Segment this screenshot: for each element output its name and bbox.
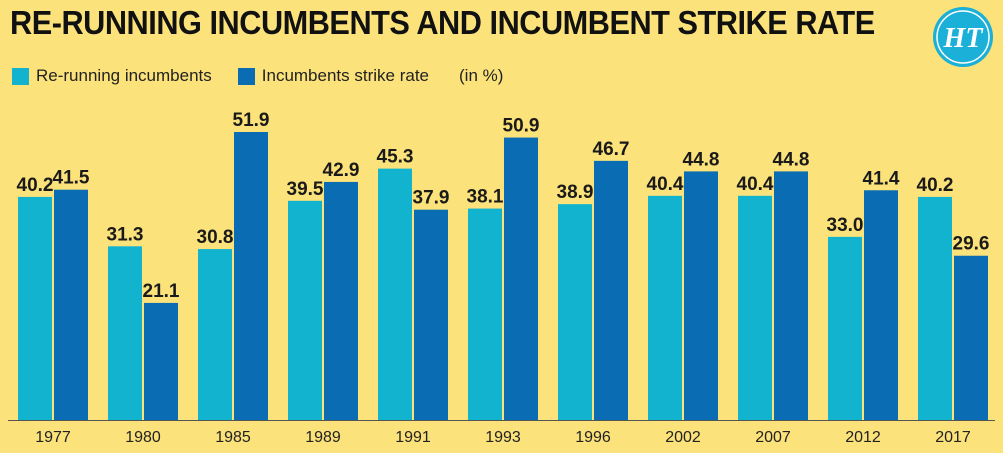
x-tick-label-1993: 1993 [485, 429, 521, 446]
data-label-strike-rate-1996: 46.7 [593, 139, 630, 160]
bar-strike-rate-1993 [504, 137, 538, 420]
bar-rerunning-1989 [288, 200, 322, 420]
logo-text: HT [943, 23, 985, 54]
bar-rerunning-1977 [18, 196, 52, 420]
data-label-strike-rate-1985: 51.9 [233, 110, 270, 131]
data-label-strike-rate-2017: 29.6 [953, 234, 990, 255]
x-tick-label-1977: 1977 [35, 429, 71, 446]
data-label-strike-rate-1980: 21.1 [143, 281, 180, 302]
bar-rerunning-1993 [468, 208, 502, 420]
chart-title: RE-RUNNING INCUMBENTS AND INCUMBENT STRI… [10, 4, 875, 41]
bar-rerunning-1991 [378, 168, 412, 420]
data-label-rerunning-2002: 40.4 [647, 174, 684, 195]
legend-swatch-strike-rate [237, 67, 255, 85]
bar-strike-rate-1977 [54, 189, 88, 420]
bar-strike-rate-1980 [144, 302, 178, 420]
bar-strike-rate-2017 [954, 255, 988, 420]
x-tick-label-2012: 2012 [845, 429, 881, 446]
bar-rerunning-1985 [198, 249, 232, 420]
x-tick-label-2002: 2002 [665, 429, 701, 446]
bar-rerunning-2012 [828, 236, 862, 420]
bar-strike-rate-2002 [684, 171, 718, 420]
data-label-strike-rate-1989: 42.9 [323, 160, 360, 181]
data-label-rerunning-2017: 40.2 [917, 175, 954, 196]
data-label-rerunning-1996: 38.9 [557, 182, 594, 203]
bar-rerunning-1996 [558, 204, 592, 420]
data-label-strike-rate-2007: 44.8 [773, 149, 810, 170]
data-label-strike-rate-2002: 44.8 [683, 149, 720, 170]
x-tick-label-1996: 1996 [575, 429, 611, 446]
data-label-strike-rate-2012: 41.4 [863, 168, 900, 189]
x-tick-label-1985: 1985 [215, 429, 251, 446]
bar-strike-rate-1991 [414, 209, 448, 420]
x-tick-label-1980: 1980 [125, 429, 161, 446]
data-label-rerunning-1985: 30.8 [197, 227, 234, 248]
x-tick-label-2017: 2017 [935, 429, 971, 446]
data-label-rerunning-1989: 39.5 [287, 179, 324, 200]
data-label-strike-rate-1993: 50.9 [503, 116, 540, 137]
legend-label-strike-rate: Incumbents strike rate [261, 66, 430, 85]
unit-label: (in %) [459, 66, 504, 85]
legend-item-rerunning: Re-running incumbents [12, 66, 212, 86]
bar-rerunning-2002 [648, 195, 682, 420]
data-label-strike-rate-1977: 41.5 [53, 168, 90, 189]
x-tick-label-1989: 1989 [305, 429, 341, 446]
bar-rerunning-2007 [738, 195, 772, 420]
data-label-rerunning-1991: 45.3 [377, 147, 414, 168]
ht-logo-icon: HT [933, 7, 993, 67]
data-label-rerunning-1993: 38.1 [467, 187, 504, 208]
bar-strike-rate-1985 [234, 132, 268, 420]
x-tick-label-2007: 2007 [755, 429, 791, 446]
data-label-rerunning-1977: 40.2 [17, 175, 54, 196]
bar-strike-rate-2012 [864, 190, 898, 420]
data-label-rerunning-2007: 40.4 [737, 174, 774, 195]
data-label-rerunning-2012: 33.0 [827, 215, 864, 236]
x-tick-label-1991: 1991 [395, 429, 431, 446]
legend-swatch-rerunning [12, 67, 29, 85]
bar-strike-rate-1996 [594, 160, 628, 421]
data-label-strike-rate-1991: 37.9 [413, 188, 450, 209]
data-label-rerunning-1980: 31.3 [107, 224, 144, 245]
legend-item-strike-rate: Incumbents strike rate [237, 66, 430, 86]
bar-rerunning-1980 [108, 246, 142, 420]
legend: Re-running incumbents Incumbents strike … [12, 66, 503, 86]
bar-strike-rate-2007 [774, 171, 808, 420]
bar-strike-rate-1989 [324, 181, 358, 420]
legend-label-rerunning: Re-running incumbents [36, 66, 212, 85]
bar-rerunning-2017 [918, 196, 952, 420]
